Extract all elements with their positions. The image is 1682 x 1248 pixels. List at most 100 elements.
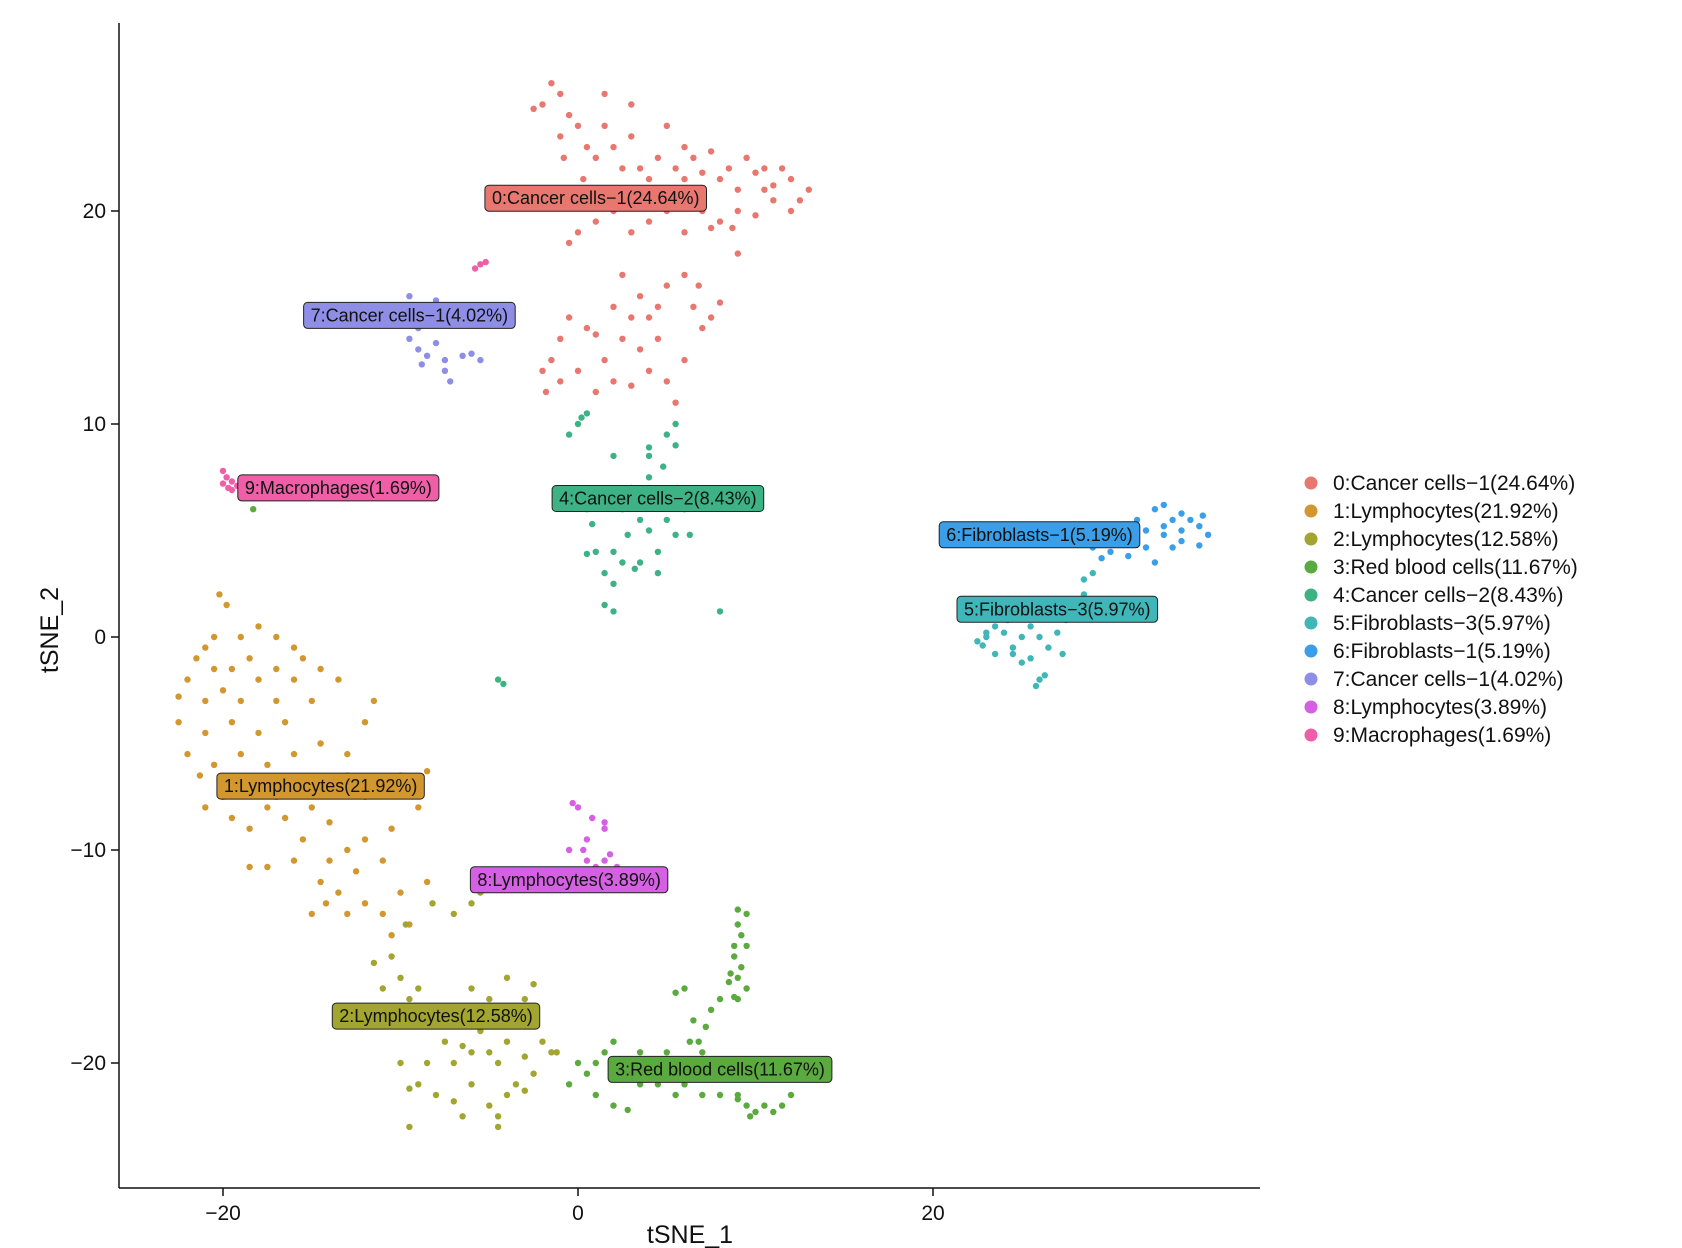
data-point	[202, 697, 209, 705]
data-point	[702, 1023, 709, 1030]
data-point	[606, 851, 614, 858]
data-point	[1027, 655, 1034, 662]
data-point	[530, 981, 537, 988]
data-point	[447, 378, 454, 385]
data-point	[574, 420, 582, 428]
data-point	[308, 804, 315, 811]
data-point	[574, 229, 582, 236]
data-point	[1009, 644, 1017, 651]
data-point	[459, 352, 466, 359]
data-point	[322, 900, 330, 907]
legend-item: 2:Lymphocytes(12.58%)	[1304, 528, 1559, 551]
data-point	[228, 478, 236, 485]
data-point	[494, 1113, 502, 1120]
data-point	[601, 90, 608, 98]
data-point	[805, 186, 812, 193]
data-point	[361, 900, 369, 907]
data-point	[578, 414, 585, 421]
data-point	[624, 1106, 631, 1114]
data-point	[1178, 537, 1185, 545]
data-point	[237, 750, 244, 758]
data-point	[1032, 682, 1040, 690]
data-point	[645, 314, 653, 321]
data-point	[778, 1102, 786, 1109]
legend-item: 3:Red blood cells(11.67%)	[1304, 556, 1578, 579]
legend-item: 5:Fibroblasts−3(5.97%)	[1304, 612, 1551, 635]
data-point	[1142, 544, 1150, 551]
cluster-label-box	[237, 474, 440, 502]
data-point	[583, 836, 591, 843]
data-point	[299, 836, 307, 843]
cluster-label-box	[303, 301, 516, 329]
data-point	[441, 1038, 449, 1045]
legend-item: 8:Lymphocytes(3.89%)	[1304, 696, 1547, 719]
cluster-label-box	[216, 772, 425, 800]
data-point	[402, 921, 409, 928]
data-point	[539, 367, 546, 374]
data-point	[1041, 672, 1049, 679]
data-point	[486, 1049, 493, 1056]
data-point	[583, 324, 591, 332]
data-point	[761, 1102, 768, 1109]
data-point	[699, 324, 706, 332]
data-point	[983, 629, 990, 636]
data-point	[645, 218, 653, 225]
legend-label: 9:Macrophages(1.69%)	[1333, 724, 1551, 747]
data-point	[734, 974, 741, 981]
data-point	[273, 633, 280, 641]
data-point	[707, 148, 715, 155]
data-point	[500, 680, 507, 688]
data-point	[542, 388, 550, 396]
data-point	[344, 750, 351, 758]
cluster-label: 8:Lymphocytes(3.89%)	[469, 866, 669, 894]
data-point	[388, 825, 395, 832]
y-tick-label: 10	[83, 413, 106, 436]
data-point	[370, 959, 378, 967]
data-point	[299, 655, 307, 662]
legend-swatch	[1304, 532, 1318, 546]
data-point	[645, 474, 653, 481]
data-point	[731, 953, 738, 960]
data-point	[521, 995, 528, 1003]
data-point	[663, 122, 670, 129]
data-point	[743, 942, 750, 950]
data-point	[681, 985, 688, 992]
data-point	[734, 207, 741, 215]
data-point	[729, 224, 736, 232]
data-point	[592, 548, 599, 555]
data-point	[628, 133, 635, 140]
data-point	[672, 420, 679, 428]
data-point	[1018, 659, 1025, 666]
x-tick-label: −20	[205, 1202, 241, 1225]
data-point	[423, 768, 431, 775]
data-point	[406, 335, 413, 342]
data-point	[727, 970, 734, 977]
cluster-label-text: 3:Red blood cells(11.67%)	[615, 1059, 825, 1079]
data-point	[645, 444, 653, 451]
data-point	[619, 335, 626, 342]
data-point	[1098, 555, 1105, 562]
legend-swatch	[1304, 700, 1318, 714]
data-point	[752, 169, 759, 176]
data-point	[335, 676, 342, 683]
data-point	[589, 520, 596, 528]
data-point	[246, 825, 253, 832]
data-point	[796, 197, 804, 204]
cluster-label: 2:Lymphocytes(12.58%)	[331, 1002, 541, 1030]
legend-swatch	[1304, 672, 1318, 686]
data-point	[548, 356, 555, 364]
data-point	[574, 367, 582, 374]
data-point	[246, 655, 253, 662]
cluster-label-text: 2:Lymphocytes(12.58%)	[339, 1006, 532, 1026]
data-point	[228, 814, 236, 822]
data-point	[565, 431, 573, 438]
data-point	[223, 474, 230, 481]
data-point	[761, 186, 768, 193]
data-point	[601, 122, 608, 129]
data-point	[645, 527, 653, 534]
data-point	[1196, 523, 1203, 530]
data-point	[486, 995, 493, 1003]
data-point	[432, 339, 440, 347]
data-point	[770, 182, 777, 189]
data-point	[397, 1059, 404, 1067]
